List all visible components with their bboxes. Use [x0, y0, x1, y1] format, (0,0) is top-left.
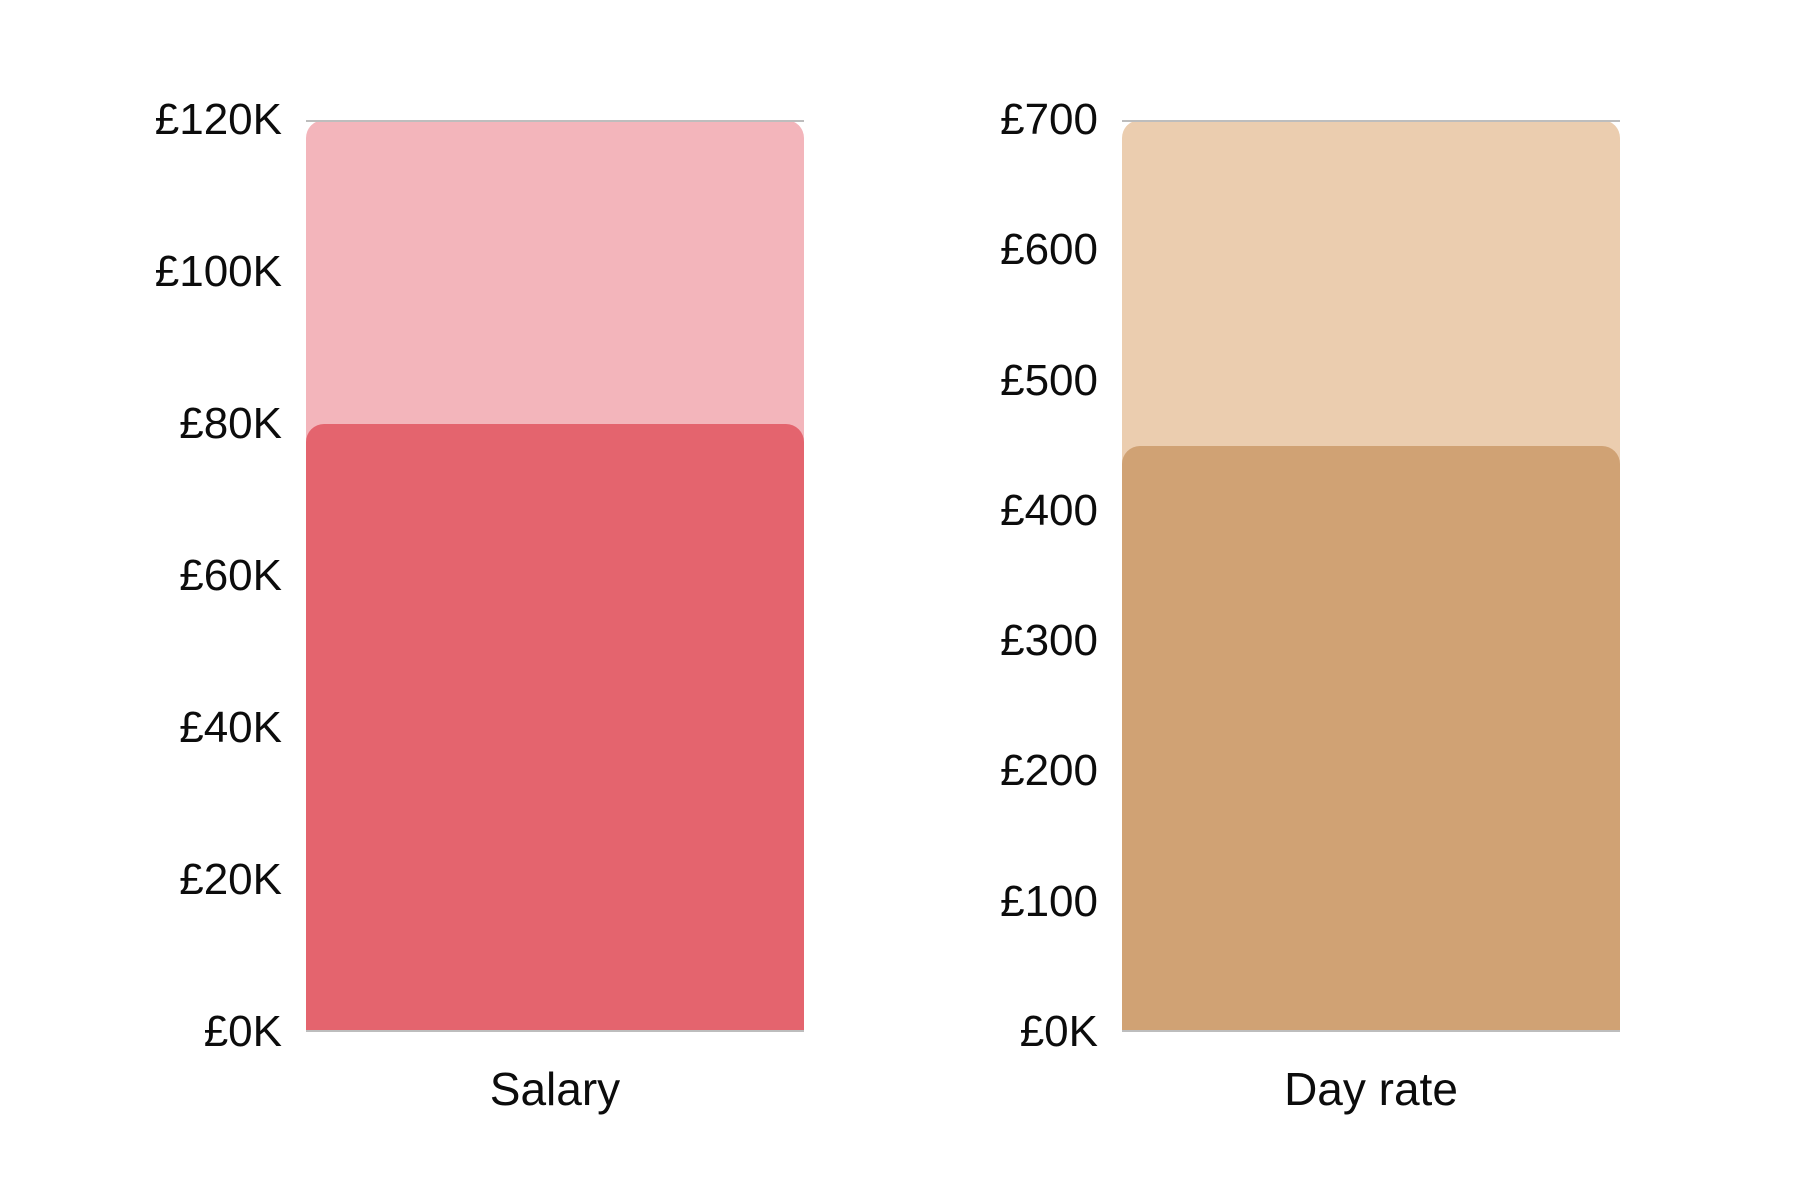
- salary-topline: [306, 120, 804, 122]
- salary-ytick: £0K: [204, 1007, 306, 1057]
- salary-ytick: £80K: [179, 399, 306, 449]
- dayrate-ytick: £200: [1000, 746, 1122, 796]
- dayrate-xlabel: Day rate: [1122, 1032, 1620, 1116]
- salary-ytick: £120K: [155, 95, 306, 145]
- dayrate-ytick: £300: [1000, 616, 1122, 666]
- chart-canvas: Salary £0K£20K£40K£60K£80K£100K£120K Day…: [0, 0, 1800, 1200]
- salary-ytick: £100K: [155, 247, 306, 297]
- dayrate-ytick: £500: [1000, 356, 1122, 406]
- dayrate-plot: Day rate £0K£100£200£300£400£500£600£700: [1122, 120, 1620, 1032]
- dayrate-lower: [1122, 446, 1620, 1032]
- salary-ytick: £40K: [179, 703, 306, 753]
- salary-xlabel: Salary: [306, 1032, 804, 1116]
- dayrate-topline: [1122, 120, 1620, 122]
- dayrate-ytick: £600: [1000, 225, 1122, 275]
- dayrate-ytick: £700: [1000, 95, 1122, 145]
- salary-plot: Salary £0K£20K£40K£60K£80K£100K£120K: [306, 120, 804, 1032]
- salary-ytick: £60K: [179, 551, 306, 601]
- salary-ytick: £20K: [179, 855, 306, 905]
- dayrate-ytick: £0K: [1020, 1007, 1122, 1057]
- dayrate-ytick: £400: [1000, 486, 1122, 536]
- salary-lower: [306, 424, 804, 1032]
- dayrate-ytick: £100: [1000, 877, 1122, 927]
